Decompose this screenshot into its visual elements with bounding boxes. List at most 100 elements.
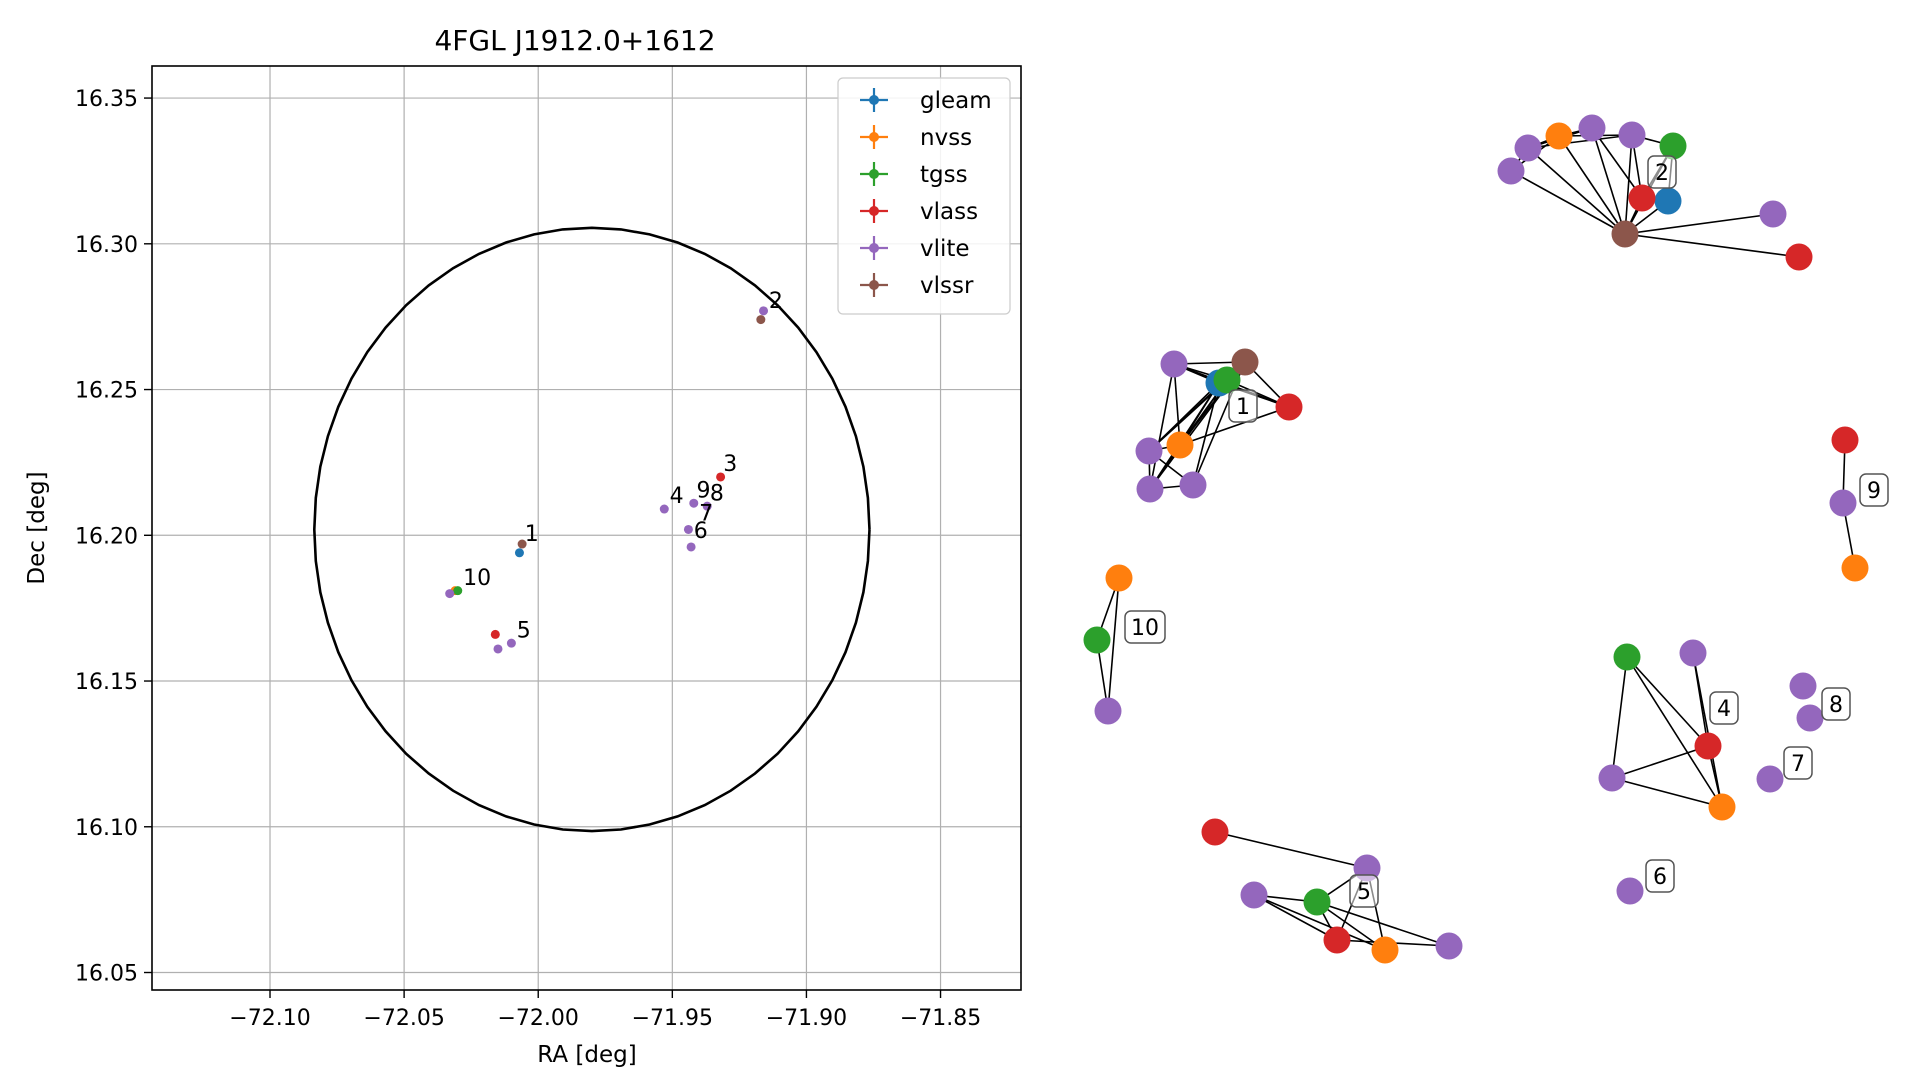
- graph-edge: [1149, 363, 1175, 490]
- graph-edge: [1611, 777, 1723, 808]
- graph-node-vlite: [1240, 881, 1268, 909]
- point-label: 5: [517, 618, 531, 643]
- graph-node-vlite: [1618, 121, 1646, 149]
- axis-ticks: −72.10 −72.05 −72.00 −71.95 −71.90 −71.85 16.0…: [75, 87, 981, 1031]
- graph-edge: [1173, 363, 1181, 446]
- graph-edge: [1611, 745, 1709, 779]
- cluster-label-box: [1783, 746, 1813, 780]
- graph-node-vlass: [1628, 184, 1656, 212]
- x-tick-label: −71.90: [766, 1006, 847, 1031]
- legend-label-tgss: tgss: [920, 162, 968, 188]
- graph-edge: [1591, 127, 1626, 235]
- graph-node-nvss: [1105, 564, 1133, 592]
- cluster-label-box: [1228, 389, 1258, 423]
- data-points: [445, 306, 769, 654]
- cluster-label-box: [1821, 687, 1851, 721]
- graph-edge: [1558, 135, 1626, 235]
- network-graph: 1 2 4 5 6 7 8 9 10: [1083, 114, 1889, 964]
- cluster-label: 8: [1829, 693, 1843, 718]
- y-tick-label: 16.15: [75, 670, 138, 695]
- graph-node-vlite: [1179, 471, 1207, 499]
- cluster-label-box: [1709, 691, 1739, 725]
- graph-node-vlite: [1598, 764, 1626, 792]
- point-vlssr: [517, 539, 527, 549]
- point-label: 7: [699, 502, 713, 527]
- graph-edge: [1107, 577, 1120, 712]
- graph-node-tgss: [1083, 626, 1111, 654]
- graph-node-nvss: [1708, 793, 1736, 821]
- cluster-label-box: [1349, 874, 1379, 908]
- legend-label-vlass: vlass: [920, 199, 978, 225]
- point-label: 3: [723, 452, 737, 477]
- graph-node-vlite: [1160, 350, 1188, 378]
- point-vlite: [445, 589, 455, 599]
- point-vlass: [490, 629, 500, 639]
- point-label: 9: [696, 478, 710, 503]
- graph-edge: [1624, 213, 1774, 235]
- point-vlite: [686, 542, 696, 552]
- graph-node-vlite: [1679, 639, 1707, 667]
- legend-label-vlite: vlite: [920, 236, 970, 262]
- point-label: 4: [670, 484, 684, 509]
- y-tick-label: 16.10: [75, 816, 138, 841]
- point-tgss: [453, 586, 463, 596]
- graph-node-vlite: [1829, 489, 1857, 517]
- legend-label-vlssr: vlssr: [920, 273, 974, 299]
- point-labels: 1 2 3 4 9 876 10 5: [463, 289, 783, 643]
- point-label: 10: [463, 566, 491, 591]
- x-axis-label: RA [deg]: [537, 1042, 636, 1068]
- x-tick-label: −72.00: [498, 1006, 579, 1031]
- graph-node-vlite: [1789, 672, 1817, 700]
- plot-frame: [151, 65, 1022, 991]
- graph-node-vlite: [1435, 932, 1463, 960]
- graph-node-vlssr: [1231, 348, 1259, 376]
- point-vlite: [683, 524, 693, 534]
- point-label: 8: [710, 481, 724, 506]
- point-label: 6: [694, 519, 708, 544]
- graph-node-nvss: [1841, 554, 1869, 582]
- graph-node-vlite: [1796, 704, 1824, 732]
- cluster-label-box: [1124, 610, 1166, 644]
- graph-edge: [1624, 233, 1800, 258]
- graph-node-vlass: [1785, 243, 1813, 271]
- point-label: 2: [769, 289, 783, 314]
- graph-node-nvss: [1371, 936, 1399, 964]
- point-vlite: [759, 306, 769, 316]
- graph-edge: [1214, 831, 1368, 869]
- cluster-label: 7: [1791, 752, 1805, 777]
- y-axis-label: Dec [deg]: [24, 471, 50, 584]
- x-tick-label: −72.05: [363, 1006, 444, 1031]
- point-gleam: [514, 548, 524, 558]
- cluster-label-box: [1647, 155, 1677, 189]
- graph-edge: [1510, 170, 1626, 235]
- y-tick-label: 16.25: [75, 379, 138, 404]
- graph-nodes: [1083, 114, 1869, 964]
- cluster-label: 9: [1867, 479, 1881, 504]
- point-vlssr: [756, 315, 766, 325]
- graph-node-vlite: [1094, 697, 1122, 725]
- graph-node-vlite: [1136, 475, 1164, 503]
- cluster-label-box: [1859, 473, 1889, 507]
- cluster-label: 1: [1236, 395, 1250, 420]
- graph-edge: [1316, 901, 1450, 947]
- graph-node-tgss: [1659, 132, 1687, 160]
- cluster-label: 2: [1655, 161, 1669, 186]
- graph-edge: [1626, 656, 1723, 808]
- cluster-label: 4: [1717, 697, 1731, 722]
- point-vlite: [702, 501, 712, 511]
- point-vlite: [689, 498, 699, 508]
- graph-edge: [1179, 406, 1290, 446]
- y-tick-label: 16.30: [75, 233, 138, 258]
- region-circle: [312, 226, 871, 833]
- graph-node-vlass: [1694, 732, 1722, 760]
- x-tick-label: −71.95: [632, 1006, 713, 1031]
- point-vlite: [493, 644, 503, 654]
- graph-node-vlass: [1275, 393, 1303, 421]
- cluster-label: 5: [1357, 880, 1371, 905]
- legend-dot-vlssr: [869, 280, 879, 290]
- graph-node-vlass: [1323, 926, 1351, 954]
- graph-node-vlass: [1831, 426, 1859, 454]
- point-vlite: [659, 504, 669, 514]
